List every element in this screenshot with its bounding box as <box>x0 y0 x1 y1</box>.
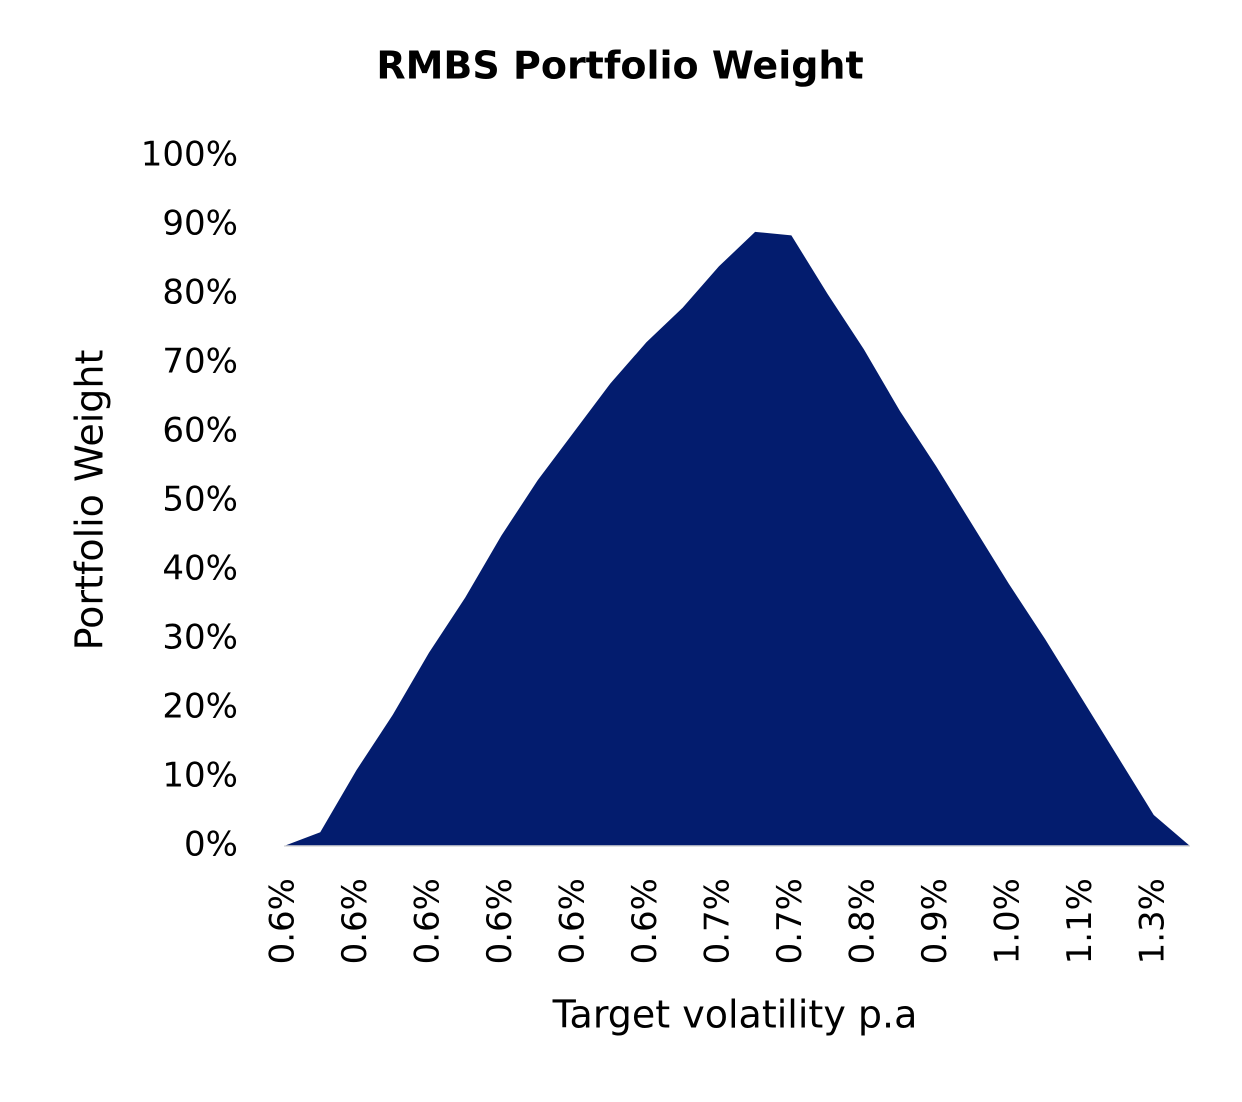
x-tick-label: 1.3% <box>1132 878 1172 964</box>
y-tick-label: 50% <box>162 480 238 520</box>
y-tick-label: 30% <box>162 618 238 658</box>
area <box>284 231 1190 846</box>
x-tick-label: 0.6% <box>335 878 375 964</box>
x-tick-label: 0.6% <box>552 878 592 964</box>
y-tick-label: 20% <box>162 687 238 727</box>
y-tick-label: 90% <box>162 204 238 244</box>
x-tick-label: 0.6% <box>625 878 665 964</box>
y-tick-label: 100% <box>141 135 238 175</box>
y-tick-label: 70% <box>162 342 238 382</box>
y-axis-title: Portfolio Weight <box>68 350 112 651</box>
x-tick-label: 0.6% <box>407 878 447 964</box>
x-tick-label: 0.9% <box>915 878 955 964</box>
x-tick-label: 0.6% <box>480 878 520 964</box>
x-tick-label: 0.8% <box>842 878 882 964</box>
x-tick-label: 0.7% <box>770 878 810 964</box>
x-tick-label: 1.0% <box>987 878 1027 964</box>
y-tick-label: 40% <box>162 549 238 589</box>
x-tick-label: 1.1% <box>1060 878 1100 964</box>
x-tick-label: 0.7% <box>697 878 737 964</box>
y-tick-label: 0% <box>184 825 238 865</box>
y-tick-label: 60% <box>162 411 238 451</box>
x-axis-title: Target volatility p.a <box>552 993 918 1037</box>
y-tick-label: 10% <box>162 756 238 796</box>
y-tick-label: 80% <box>162 273 238 313</box>
x-tick-label: 0.6% <box>263 878 303 964</box>
chart-title: RMBS Portfolio Weight <box>376 44 863 88</box>
